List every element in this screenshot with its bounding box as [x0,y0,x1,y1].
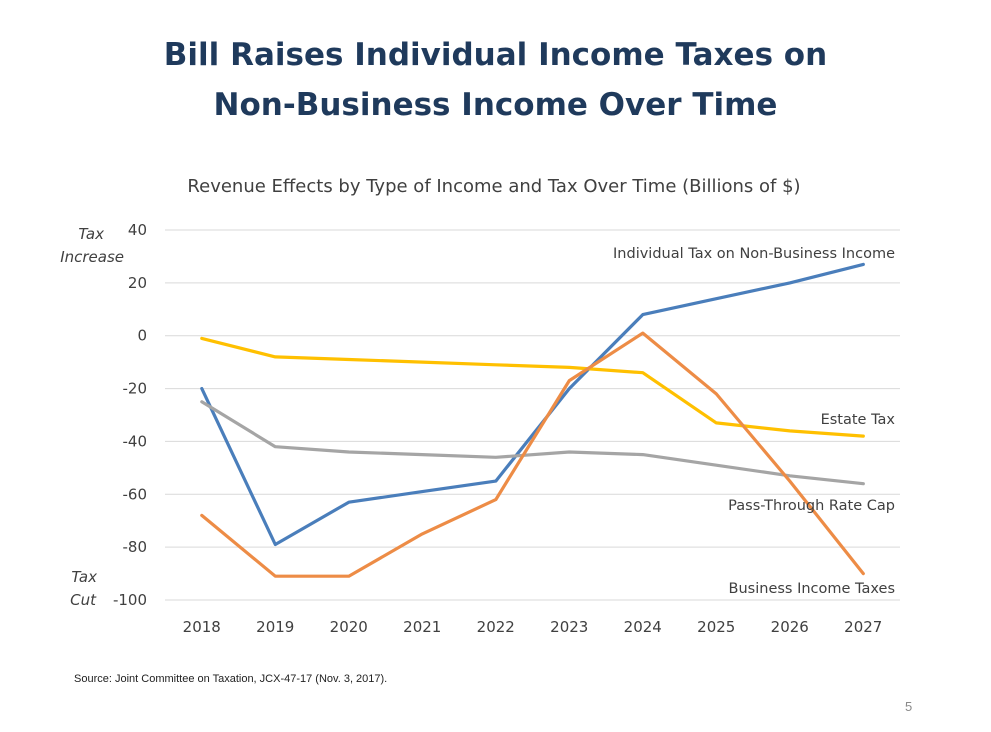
y-tick-label: -20 [123,380,148,398]
x-axis-ticks: 2018 2019 2020 2021 2022 2023 2024 2025 2026 2027 [183,618,883,636]
y-tick-label: 20 [128,274,147,292]
x-tick-label: 2026 [771,618,809,636]
tax-increase-label-line-1: Tax [78,225,104,243]
x-tick-label: 2024 [624,618,662,636]
series-line-2 [200,400,865,486]
x-tick-label: 2023 [550,618,588,636]
chart-title: Revenue Effects by Type of Income and Ta… [187,176,800,197]
y-axis-ticks: 40 20 0 -20 -40 -60 -80 -100 [113,221,147,609]
x-tick-label: 2020 [330,618,368,636]
source-note: Source: Joint Committee on Taxation, JCX… [74,673,388,685]
tax-cut-label-line-2: Cut [70,591,97,609]
slide-title-line-2: Non-Business Income Over Time [213,87,778,123]
series-label-estate-tax: Estate Tax [821,412,896,428]
y-tick-label: -40 [123,432,148,450]
y-tick-label: 40 [128,221,147,239]
x-tick-label: 2022 [477,618,515,636]
y-tick-label: -60 [123,485,148,503]
tax-increase-label-line-2: Increase [60,248,124,266]
series-line-1 [200,336,865,438]
slide-title-line-1: Bill Raises Individual Income Taxes on [163,37,828,73]
gridlines [165,229,900,601]
axis-annotations: Tax Increase Tax Cut [60,225,124,609]
x-tick-label: 2019 [256,618,294,636]
series-label-individual-tax: Individual Tax on Non-Business Income [613,246,895,262]
series-lines [200,262,865,578]
page-number: 5 [905,699,913,714]
series-label-pass-through: Pass-Through Rate Cap [728,498,895,514]
slide-title: Bill Raises Individual Income Taxes on N… [0,30,991,130]
series-line-0 [200,262,865,547]
y-tick-label: 0 [137,327,147,345]
series-label-business-income: Business Income Taxes [729,581,895,597]
y-tick-label: -80 [123,538,148,556]
tax-cut-label-line-1: Tax [71,568,97,586]
x-tick-label: 2018 [183,618,221,636]
x-tick-label: 2021 [403,618,441,636]
x-tick-label: 2027 [844,618,882,636]
series-line-3 [200,331,865,578]
x-tick-label: 2025 [697,618,735,636]
series-labels: Individual Tax on Non-Business Income Es… [613,246,895,597]
y-tick-label: -100 [113,591,147,609]
